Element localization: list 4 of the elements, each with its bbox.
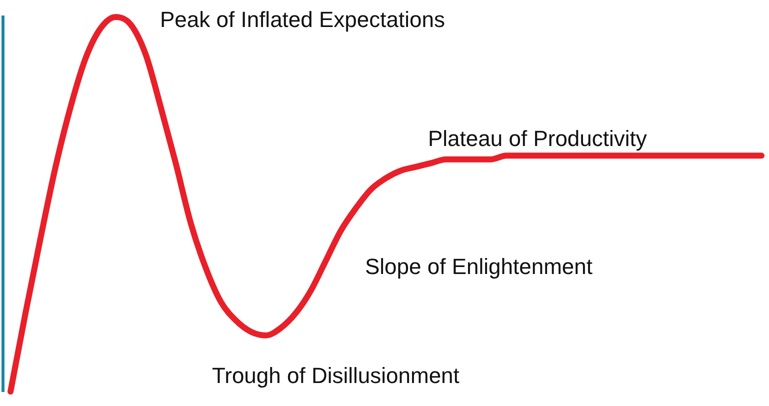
annotation: Peak of Inflated Expectations bbox=[160, 7, 445, 32]
annotation: Plateau of Productivity bbox=[428, 126, 647, 152]
annotation: Trough of Disillusionment bbox=[212, 363, 460, 388]
annotation: Slope of Enlightenment bbox=[365, 254, 592, 280]
